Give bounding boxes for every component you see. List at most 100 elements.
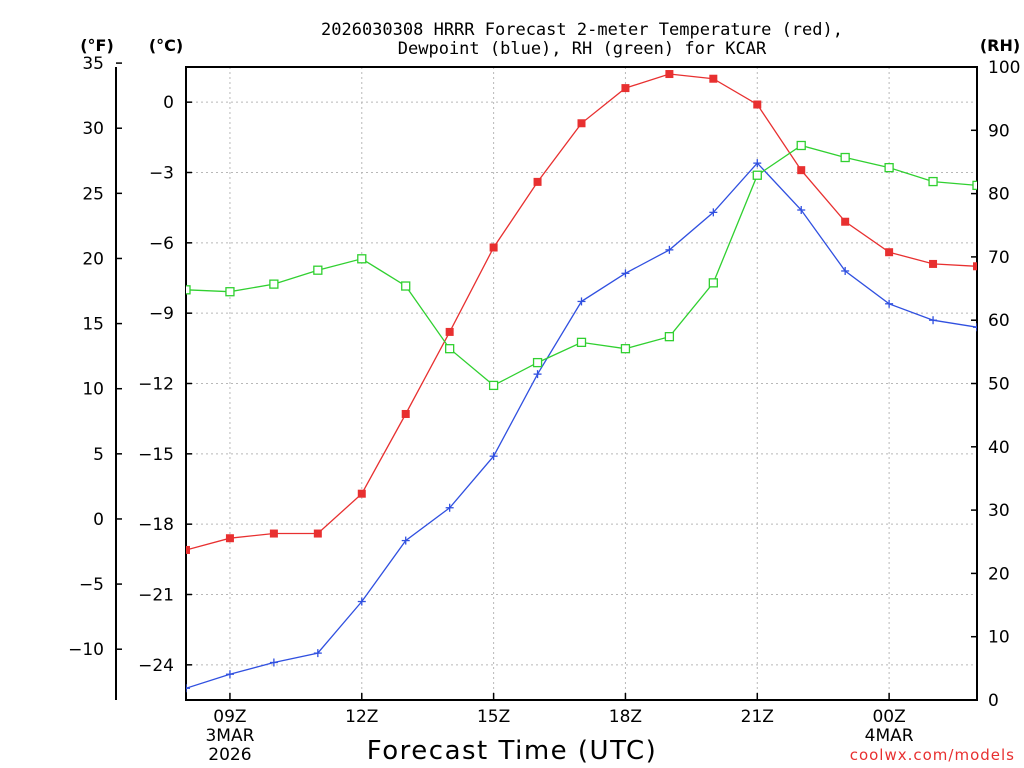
- temperature-point: [665, 70, 674, 79]
- fahrenheit-unit-label: (°F): [80, 36, 114, 55]
- chart-title-line2: Dewpoint (blue), RH (green) for KCAR: [398, 39, 767, 59]
- dewpoint-point: [753, 159, 762, 168]
- celsius-tick-label: −24: [138, 656, 174, 676]
- x-tick-label: 18Z: [609, 707, 642, 727]
- dewpoint-point: [929, 316, 938, 325]
- rh-tick-label: 60: [988, 311, 1010, 331]
- rh-point: [840, 152, 850, 163]
- axes-layer: 35302520151050−5−100−3−6−9−12−15−18−21−2…: [68, 54, 1020, 765]
- temperature-point: [577, 119, 586, 128]
- temperature-point: [313, 529, 322, 538]
- rh-point: [313, 265, 323, 275]
- rh-tick-label: 90: [988, 121, 1010, 141]
- rh-point: [269, 279, 279, 289]
- temperature-point: [885, 248, 894, 257]
- x-tick-date-label: 3MAR: [205, 726, 254, 746]
- temperature-point: [401, 409, 410, 418]
- x-tick-year-label: 2026: [208, 745, 251, 765]
- dewpoint-point: [357, 597, 366, 606]
- fahrenheit-tick-label: 0: [93, 510, 104, 530]
- dewpoint-point: [445, 503, 454, 512]
- temperature-point: [753, 100, 762, 109]
- rh-point: [488, 380, 499, 391]
- temperature-point: [973, 262, 977, 271]
- temperature-point: [797, 166, 806, 175]
- rh-point: [796, 140, 806, 151]
- rh-tick-label: 0: [988, 691, 999, 711]
- rh-point: [445, 344, 455, 354]
- dewpoint-point: [973, 323, 977, 332]
- series-layer: [186, 70, 977, 693]
- dewpoint-point: [533, 370, 542, 379]
- celsius-tick-label: −18: [138, 515, 174, 535]
- rh-point: [884, 162, 894, 173]
- rh-point: [225, 287, 235, 297]
- chart-title-line1: 2026030308 HRRR Forecast 2-meter Tempera…: [321, 20, 843, 40]
- dewpoint-point: [186, 684, 190, 693]
- rh-tick-label: 80: [988, 185, 1010, 205]
- fahrenheit-tick-label: 20: [82, 249, 104, 269]
- x-tick-label: 15Z: [477, 707, 510, 727]
- rh-point: [972, 180, 977, 191]
- rh-tick-label: 10: [988, 628, 1010, 648]
- rh-point: [928, 176, 938, 187]
- x-tick-label: 00Z: [872, 707, 905, 727]
- rh-point: [401, 281, 411, 291]
- rh-point: [708, 278, 718, 288]
- x-tick-label: 09Z: [213, 707, 246, 727]
- temperature-point: [269, 529, 278, 538]
- x-tick-date-label: 4MAR: [865, 726, 914, 746]
- series-group: [186, 70, 977, 693]
- fahrenheit-tick-label: 5: [93, 445, 104, 465]
- dewpoint-point: [269, 658, 278, 667]
- dewpoint-point: [489, 452, 498, 461]
- rh-tick-label: 50: [988, 375, 1010, 395]
- dewpoint-point: [885, 299, 894, 308]
- dewpoint-point: [313, 649, 322, 658]
- dewpoint-point: [665, 245, 674, 254]
- rh-point: [752, 170, 762, 180]
- rh-point: [620, 344, 631, 354]
- fahrenheit-tick-label: 30: [82, 119, 104, 139]
- grid-layer: [186, 67, 977, 700]
- fahrenheit-tick-label: −5: [79, 575, 104, 595]
- celsius-tick-label: −21: [138, 586, 174, 606]
- celsius-tick-label: −15: [138, 445, 174, 465]
- rh-point: [664, 332, 675, 342]
- fahrenheit-tick-label: 25: [82, 184, 104, 204]
- temperature-point: [841, 217, 850, 226]
- rh-point: [186, 285, 191, 295]
- rh-point: [576, 337, 587, 348]
- temperature-point: [621, 84, 630, 93]
- dewpoint-point: [621, 269, 630, 278]
- dewpoint-point: [225, 670, 234, 679]
- rh-tick-label: 70: [988, 248, 1010, 268]
- dewpoint-point: [577, 297, 586, 306]
- temperature-point: [929, 259, 938, 268]
- rh-tick-label: 100: [988, 58, 1020, 78]
- dewpoint-point: [797, 206, 806, 215]
- temperature-point: [357, 489, 366, 498]
- celsius-tick-label: −6: [149, 234, 174, 254]
- temperature-point: [709, 74, 718, 83]
- celsius-tick-label: 0: [163, 93, 174, 113]
- temperature-point: [445, 327, 454, 336]
- fahrenheit-tick-label: 15: [82, 315, 104, 335]
- fahrenheit-tick-label: 10: [82, 380, 104, 400]
- x-tick-label: 12Z: [345, 707, 378, 727]
- rh-point: [532, 357, 543, 368]
- temperature-point: [489, 243, 498, 252]
- x-axis-title: Forecast Time (UTC): [367, 736, 658, 766]
- dewpoint-point: [401, 536, 410, 545]
- rh-point: [357, 254, 367, 264]
- celsius-tick-label: −9: [149, 304, 174, 324]
- celsius-tick-label: −12: [138, 375, 174, 395]
- x-tick-label: 21Z: [741, 707, 774, 727]
- fahrenheit-tick-label: 35: [82, 54, 104, 74]
- dewpoint-point: [709, 208, 718, 217]
- celsius-tick-label: −3: [149, 164, 174, 184]
- temperature-point: [533, 177, 542, 186]
- celsius-unit-label: (°C): [149, 36, 183, 55]
- fahrenheit-tick-label: −10: [68, 640, 104, 660]
